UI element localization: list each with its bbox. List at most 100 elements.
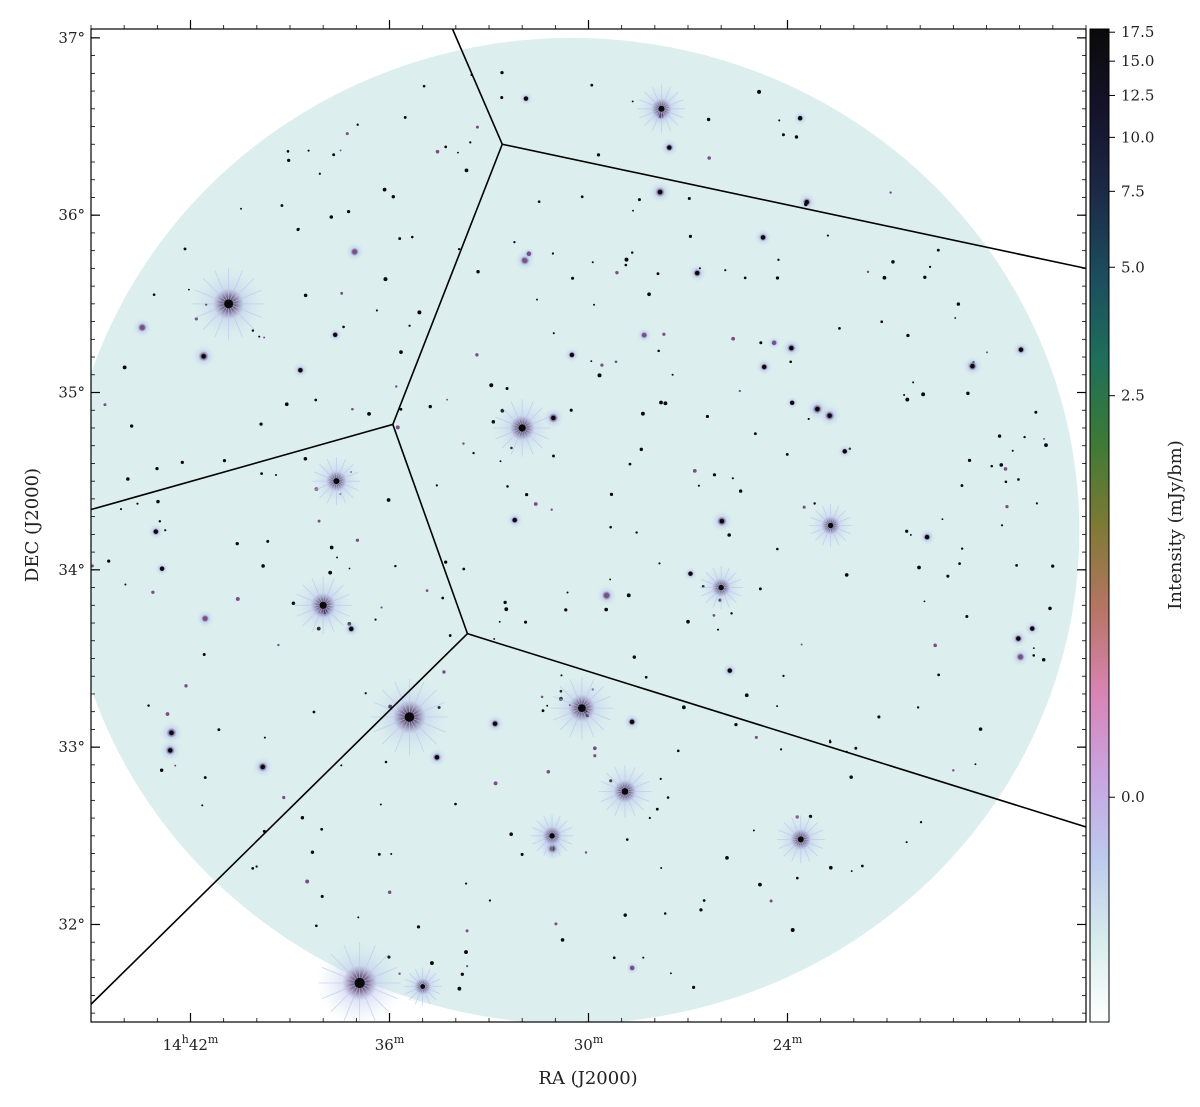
sidelobe-ray xyxy=(830,525,851,535)
radio-source xyxy=(333,332,338,338)
sidelobe-ray xyxy=(394,716,410,753)
radio-source xyxy=(550,508,553,511)
radio-source xyxy=(958,562,961,565)
radio-source xyxy=(546,704,549,707)
radio-source xyxy=(771,340,777,345)
radio-source xyxy=(541,709,545,713)
radio-source xyxy=(183,247,187,251)
radio-source xyxy=(1005,504,1009,509)
radio-source xyxy=(523,96,529,101)
radio-source xyxy=(658,562,661,565)
radio-source xyxy=(706,117,711,122)
radio-source xyxy=(707,156,711,160)
radio-source xyxy=(533,502,538,506)
sidelobe-ray xyxy=(551,835,573,845)
radio-source xyxy=(624,257,629,262)
radio-source xyxy=(807,417,810,421)
radio-source xyxy=(129,424,134,428)
radio-source xyxy=(184,684,188,688)
radio-source xyxy=(905,841,908,844)
radio-source xyxy=(850,870,853,872)
radio-source xyxy=(251,866,255,870)
sidelobe-ray xyxy=(778,829,801,840)
sidelobe-ray xyxy=(330,953,360,984)
radio-source xyxy=(564,608,568,612)
radio-source xyxy=(697,484,700,487)
radio-source xyxy=(235,596,240,601)
sidelobe-ray xyxy=(522,416,549,429)
radio-source xyxy=(395,425,400,430)
radio-source xyxy=(464,882,468,885)
sidelobe-ray xyxy=(521,427,543,449)
radio-source xyxy=(754,735,758,739)
radio-source xyxy=(813,502,816,505)
bright-source-core xyxy=(518,424,526,432)
radio-source xyxy=(147,704,150,707)
sidelobe-ray xyxy=(495,427,523,440)
radio-source xyxy=(504,607,509,612)
sidelobe-ray xyxy=(521,401,534,429)
sidelobe-ray xyxy=(359,982,398,999)
sidelobe-ray xyxy=(228,303,243,338)
radio-source xyxy=(340,764,343,767)
radio-source xyxy=(778,119,781,122)
radio-source xyxy=(758,882,762,887)
radio-source xyxy=(592,746,597,751)
radio-source xyxy=(551,415,556,421)
sidelobe-ray xyxy=(800,829,824,840)
sidelobe-ray xyxy=(319,480,337,499)
radio-source xyxy=(623,913,627,917)
radio-source xyxy=(974,763,977,766)
sidelobe-ray xyxy=(228,270,243,305)
sidelobe-ray xyxy=(705,587,722,604)
radio-source xyxy=(727,668,732,673)
sidelobe-ray xyxy=(531,835,553,845)
sidelobe-ray xyxy=(409,689,437,718)
radio-source xyxy=(644,675,648,679)
radio-source xyxy=(174,764,177,767)
radio-source xyxy=(663,401,668,406)
radio-source xyxy=(762,364,767,370)
radio-source xyxy=(457,247,461,251)
sidelobe-ray xyxy=(409,716,446,733)
radio-source xyxy=(475,125,479,129)
radio-source xyxy=(367,412,371,416)
radio-source xyxy=(305,879,310,884)
radio-source xyxy=(428,404,432,409)
radio-source xyxy=(356,123,359,126)
sidelobe-ray xyxy=(639,99,662,110)
radio-source xyxy=(716,628,720,631)
y-tick-label: 35° xyxy=(58,384,85,402)
radio-source xyxy=(946,574,950,578)
radio-source xyxy=(590,83,594,87)
colorbar-gradient xyxy=(1089,28,1110,1023)
colorbar-tick-label: 10.0 xyxy=(1121,128,1154,146)
sidelobe-ray xyxy=(409,681,425,718)
radio-source xyxy=(600,363,604,367)
radio-source xyxy=(692,468,697,473)
sidelobe-ray xyxy=(422,986,441,995)
radio-source xyxy=(936,248,940,252)
radio-source xyxy=(422,84,426,88)
colorbar-label: Intensity (mJy/bm) xyxy=(1165,440,1186,609)
sidelobe-ray xyxy=(624,766,636,792)
x-tick-label: 14h42m xyxy=(163,1033,219,1054)
radio-source xyxy=(357,916,360,919)
radio-source xyxy=(641,332,647,338)
radio-source xyxy=(777,258,780,261)
sidelobe-ray xyxy=(661,108,672,132)
radio-source xyxy=(339,149,342,152)
sidelobe-ray xyxy=(552,707,583,721)
radio-source xyxy=(457,151,459,154)
sidelobe-ray xyxy=(521,427,534,455)
sidelobe-ray xyxy=(661,99,684,110)
radio-source xyxy=(399,350,403,354)
radio-source xyxy=(1032,654,1036,657)
radio-source xyxy=(662,332,666,336)
radio-source xyxy=(614,360,618,364)
sidelobe-ray xyxy=(581,679,595,709)
radio-source xyxy=(332,153,336,157)
sidelobe-ray xyxy=(322,578,335,606)
radio-source xyxy=(815,406,820,412)
radio-source xyxy=(410,235,414,239)
